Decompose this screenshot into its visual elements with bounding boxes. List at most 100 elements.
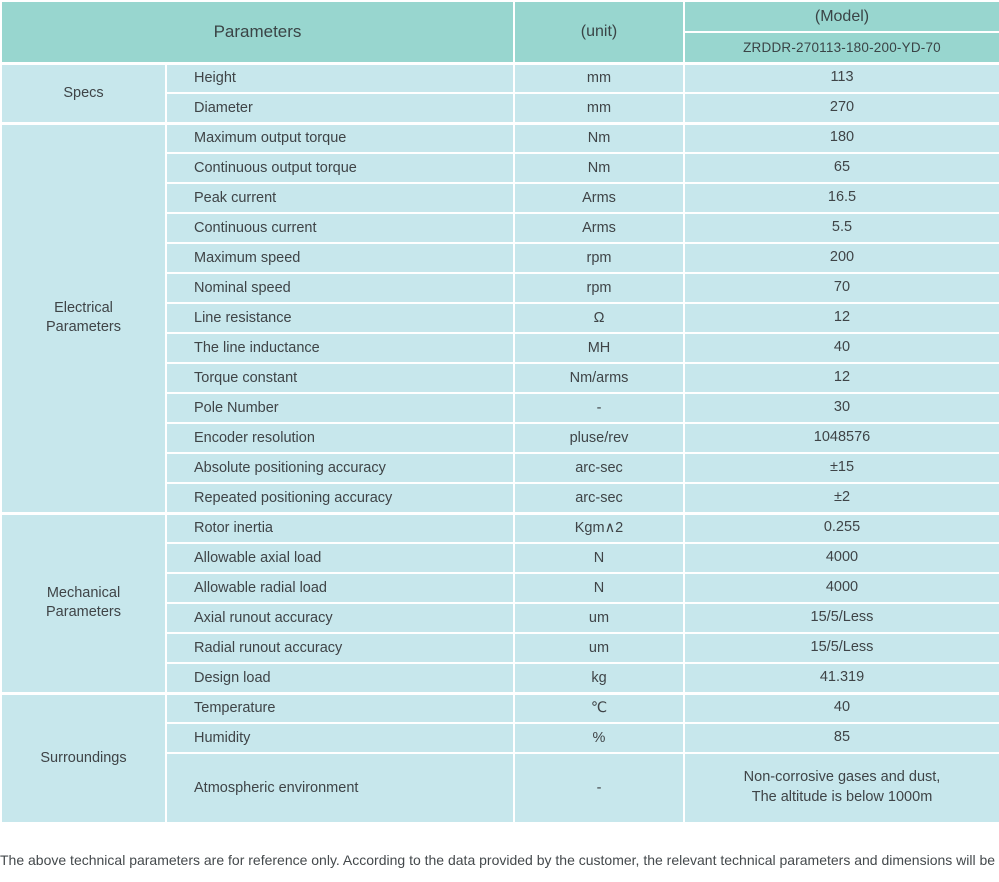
param-cell: Allowable axial load xyxy=(165,542,515,574)
table-row: Torque constant Nm/arms 12 xyxy=(1,362,999,394)
value-cell: 15/5/Less xyxy=(683,602,999,634)
value-cell: 40 xyxy=(683,691,999,724)
unit-cell: Nm/arms xyxy=(513,362,685,394)
value-cell: 5.5 xyxy=(683,212,999,244)
model-number: ZRDDR-270113-180-200-YD-70 xyxy=(683,31,999,64)
table-row: Atmospheric environment - Non-corrosive … xyxy=(1,752,999,824)
unit-cell: MH xyxy=(513,332,685,364)
unit-cell: Arms xyxy=(513,212,685,244)
value-cell: 40 xyxy=(683,332,999,364)
value-cell: 1048576 xyxy=(683,422,999,454)
value-cell: 180 xyxy=(683,121,999,154)
param-cell: Pole Number xyxy=(165,392,515,424)
param-cell: Design load xyxy=(165,662,515,694)
value-cell: 41.319 xyxy=(683,662,999,694)
section-label-surroundings: Surroundings xyxy=(0,691,167,824)
value-cell: 85 xyxy=(683,722,999,754)
param-cell: Radial runout accuracy xyxy=(165,632,515,664)
value-cell: ±15 xyxy=(683,452,999,484)
unit-cell: rpm xyxy=(513,272,685,304)
value-cell: 16.5 xyxy=(683,182,999,214)
unit-cell: pluse/rev xyxy=(513,422,685,454)
table-row: The line inductance MH 40 xyxy=(1,332,999,364)
unit-cell: Nm xyxy=(513,121,685,154)
unit-cell: mm xyxy=(513,61,685,94)
table-row: Radial runout accuracy um 15/5/Less xyxy=(1,632,999,664)
table-header: Parameters (unit) (Model) ZRDDR-270113-1… xyxy=(0,0,999,64)
unit-cell: ℃ xyxy=(513,691,685,724)
unit-cell: Ω xyxy=(513,302,685,334)
table-row: Electrical Parameters Maximum output tor… xyxy=(0,121,999,514)
table-row: Axial runout accuracy um 15/5/Less xyxy=(1,602,999,634)
unit-cell: Kgm∧2 xyxy=(513,511,685,544)
table-row: Surroundings Temperature ℃ 40 xyxy=(0,691,999,824)
value-cell: 200 xyxy=(683,242,999,274)
value-cell: ±2 xyxy=(683,482,999,514)
value-cell: 113 xyxy=(683,61,999,94)
value-cell: 0.255 xyxy=(683,511,999,544)
table-row: Diameter mm 270 xyxy=(1,92,999,124)
value-cell: 12 xyxy=(683,302,999,334)
unit-cell: um xyxy=(513,632,685,664)
param-cell: Height xyxy=(165,61,515,94)
table-row: Encoder resolution pluse/rev 1048576 xyxy=(1,422,999,454)
table-row: Absolute positioning accuracy arc-sec ±1… xyxy=(1,452,999,484)
unit-cell: um xyxy=(513,602,685,634)
param-cell: Continuous current xyxy=(165,212,515,244)
unit-cell: Nm xyxy=(513,152,685,184)
unit-cell: arc-sec xyxy=(513,452,685,484)
table-row: Repeated positioning accuracy arc-sec ±2 xyxy=(1,482,999,514)
param-cell: Continuous output torque xyxy=(165,152,515,184)
value-cell: 12 xyxy=(683,362,999,394)
header-row-1: Parameters (unit) (Model) xyxy=(0,0,999,64)
value-cell: Non-corrosive gases and dust, The altitu… xyxy=(683,752,999,824)
value-cell: 270 xyxy=(683,92,999,124)
param-cell: Encoder resolution xyxy=(165,422,515,454)
parameters-header: Parameters xyxy=(0,0,515,64)
table-row: Allowable radial load N 4000 xyxy=(1,572,999,604)
table-row: Maximum speed rpm 200 xyxy=(1,242,999,274)
unit-cell: rpm xyxy=(513,242,685,274)
unit-cell: N xyxy=(513,572,685,604)
section-label-mechanical: Mechanical Parameters xyxy=(0,511,167,694)
unit-cell: N xyxy=(513,542,685,574)
footer-disclaimer: The above technical parameters are for r… xyxy=(0,852,999,868)
param-cell: The line inductance xyxy=(165,332,515,364)
param-cell: Peak current xyxy=(165,182,515,214)
table-row: Nominal speed rpm 70 xyxy=(1,272,999,304)
value-cell: 4000 xyxy=(683,572,999,604)
param-cell: Maximum output torque xyxy=(165,121,515,154)
unit-cell: arc-sec xyxy=(513,482,685,514)
header-row-2: ZRDDR-270113-180-200-YD-70 xyxy=(1,31,999,64)
param-cell: Nominal speed xyxy=(165,272,515,304)
table-row: Humidity % 85 xyxy=(1,722,999,754)
table-row: Line resistance Ω 12 xyxy=(1,302,999,334)
unit-cell: Arms xyxy=(513,182,685,214)
table-row: Allowable axial load N 4000 xyxy=(1,542,999,574)
unit-cell: - xyxy=(513,392,685,424)
param-cell: Maximum speed xyxy=(165,242,515,274)
param-cell: Rotor inertia xyxy=(165,511,515,544)
unit-cell: kg xyxy=(513,662,685,694)
value-cell: 65 xyxy=(683,152,999,184)
table-row: Continuous output torque Nm 65 xyxy=(1,152,999,184)
table-row: Continuous current Arms 5.5 xyxy=(1,212,999,244)
param-cell: Repeated positioning accuracy xyxy=(165,482,515,514)
value-cell: 70 xyxy=(683,272,999,304)
param-cell: Absolute positioning accuracy xyxy=(165,452,515,484)
param-cell: Diameter xyxy=(165,92,515,124)
spec-table: Parameters (unit) (Model) ZRDDR-270113-1… xyxy=(0,0,999,824)
table-row: Design load kg 41.319 xyxy=(1,662,999,694)
table-row: Mechanical Parameters Rotor inertia Kgm∧… xyxy=(0,511,999,694)
param-cell: Torque constant xyxy=(165,362,515,394)
param-cell: Allowable radial load xyxy=(165,572,515,604)
model-header: (Model) xyxy=(683,0,999,33)
section-label-electrical: Electrical Parameters xyxy=(0,121,167,514)
table-row: Specs Height mm 113 xyxy=(0,61,999,124)
param-cell: Humidity xyxy=(165,722,515,754)
value-cell: 30 xyxy=(683,392,999,424)
unit-cell: % xyxy=(513,722,685,754)
unit-cell: - xyxy=(513,752,685,824)
param-cell: Axial runout accuracy xyxy=(165,602,515,634)
